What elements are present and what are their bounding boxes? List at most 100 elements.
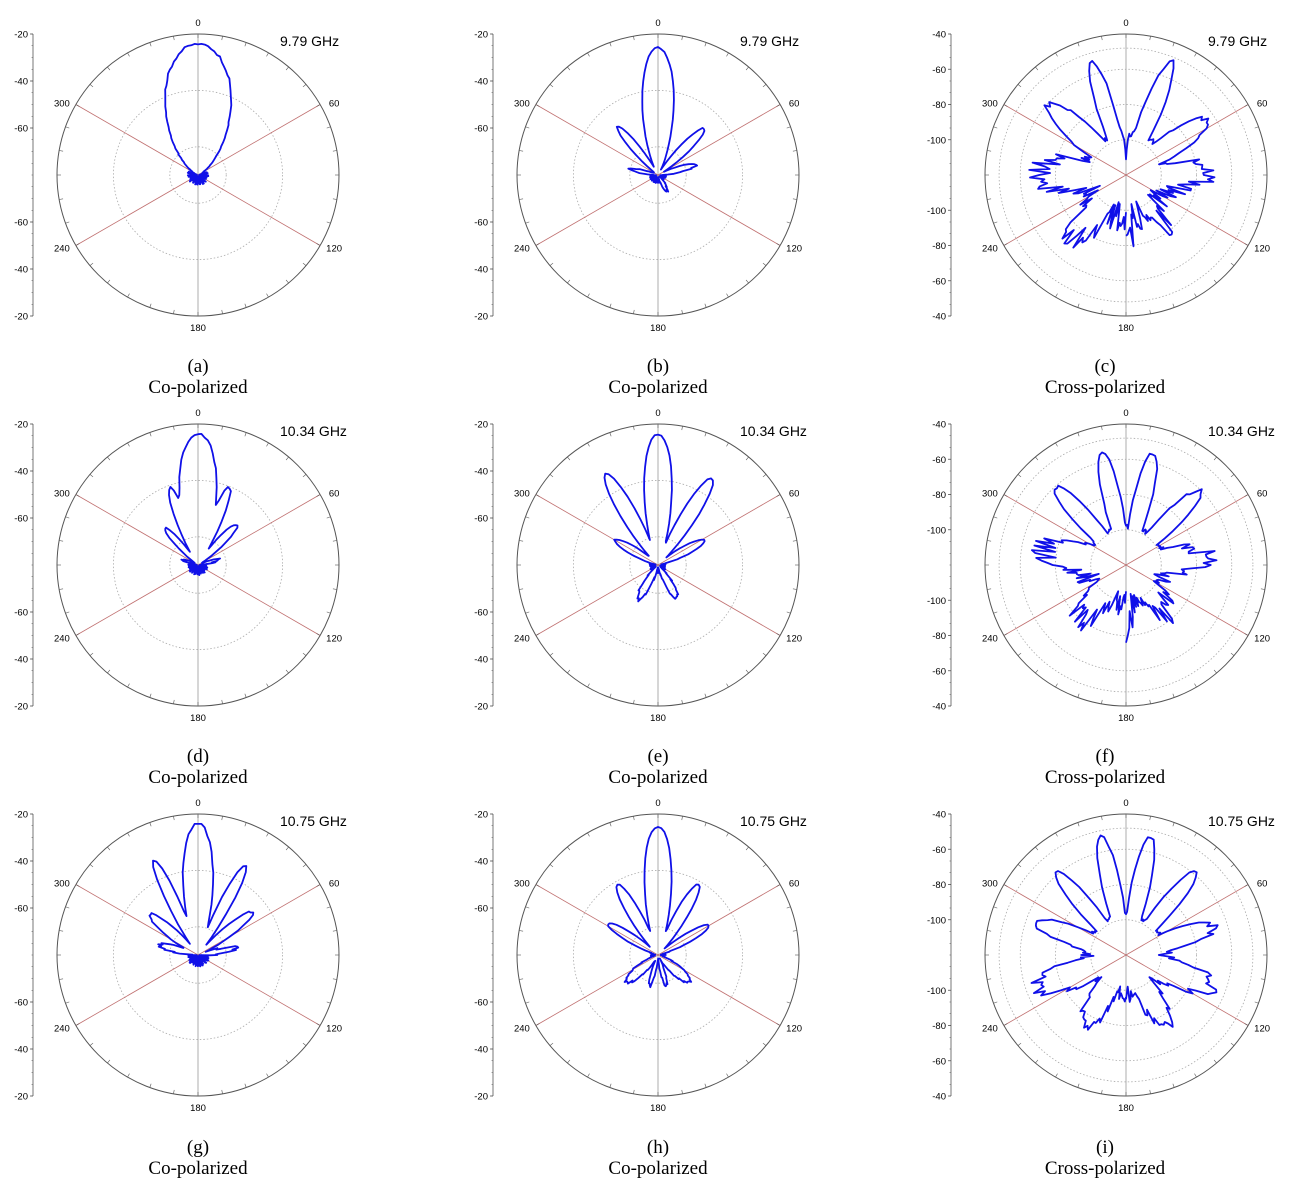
polar-angle-tick [1172,822,1175,827]
polar-angle-tick [681,426,683,431]
polar-angle-tick [587,683,590,688]
polar-angle-tick [1194,52,1197,57]
polar-angle-tick [326,126,331,129]
polar-angle-tick [1055,832,1058,837]
angle-label-240: 240 [54,634,70,645]
polar-spoke [1003,564,1127,636]
polar-angle-tick [792,588,797,590]
polar-angle-tick [326,906,331,909]
angle-label-120: 120 [1254,634,1270,645]
polar-angle-tick [316,884,321,887]
polar-angle-tick [332,930,337,932]
angle-label-0: 0 [195,408,200,419]
angle-label-0: 0 [1123,408,1128,419]
polar-angle-tick [1017,864,1022,868]
polar-angle-tick [302,652,307,656]
angle-label-240: 240 [514,1024,530,1035]
polar-angle-tick [681,309,683,314]
polar-angle-tick [535,884,540,887]
pattern-trace [1031,451,1218,643]
angle-label-120: 120 [326,1024,342,1035]
polar-angle-tick [1254,906,1259,909]
radial-scale-label: -40 [474,1045,488,1056]
angle-label-180: 180 [650,713,666,724]
radial-scale-label: -60 [14,904,28,915]
polar-angle-tick [1260,198,1265,200]
polar-angle-tick [65,126,70,129]
polar-angle-tick [127,442,130,447]
polar-angle-tick [1172,303,1175,308]
polar-angle-tick [519,150,524,152]
caption-letter: (i) [1096,1137,1114,1158]
polar-angle-tick [1035,279,1039,284]
polar-angle-tick [1194,293,1197,298]
polar-angle-tick [792,540,797,542]
pattern-trace [148,823,255,968]
polar-angle-tick [1149,816,1151,821]
caption-letter: (g) [186,1137,210,1158]
polar-grid-ring [998,827,1254,1083]
angle-label-120: 120 [1254,1024,1270,1035]
angle-label-120: 120 [786,1024,802,1035]
angle-label-180: 180 [650,1103,666,1114]
caption-f: (f) Cross-polarized [955,746,1255,788]
radial-scale-label: -60 [14,124,28,135]
polar-angle-tick [1101,36,1103,41]
polar-angle-tick [107,456,111,461]
polar-angle-tick [786,611,791,614]
polar-angle-tick [89,1042,94,1046]
polar-angle-tick [59,540,64,542]
polar-angle-tick [266,832,269,837]
pattern-trace [1030,834,1219,1031]
polar-angle-tick [149,303,152,308]
polar-angle-tick [1254,221,1259,224]
polar-angle-tick [993,1001,998,1004]
polar-angle-tick [1003,243,1008,246]
angle-label-180: 180 [190,713,206,724]
polar-angle-tick [1213,66,1217,71]
radial-scale-label: -100 [927,596,946,607]
polar-angle-tick [1172,1083,1175,1088]
polar-angle-tick [726,442,729,447]
polar-angle-tick [1003,494,1008,497]
polar-angle-tick [633,1089,635,1094]
frequency-label: 9.79 GHz [1208,33,1267,49]
polar-angle-tick [75,104,80,107]
polar-angle-tick [59,588,64,590]
polar-angle-tick [326,611,331,614]
polar-angle-tick [519,198,524,200]
polar-angle-tick [1254,611,1259,614]
polar-angle-tick [987,150,992,152]
polar-angle-tick [609,432,612,437]
polar-spoke [535,494,659,566]
polar-plot-i: 0 60 120 180 240 300 10.75 GHz -40 -60 -80 -100 -10… [927,798,1275,1114]
angle-label-0: 0 [195,18,200,29]
angle-label-240: 240 [982,634,998,645]
caption-letter: (d) [186,746,210,767]
polar-angle-tick [525,516,530,519]
polar-angle-tick [525,221,530,224]
polar-spoke [535,564,659,636]
polar-plot-e: 0 60 120 180 240 300 10.34 GHz -20 -40 -60 -60 -40 -… [474,408,807,724]
polar-grid-ring [113,90,283,260]
polar-angle-tick [549,474,554,478]
polar-angle-tick [993,906,998,909]
polar-angle-tick [587,832,590,837]
polar-angle-tick [609,693,612,698]
polar-angle-tick [1101,699,1103,704]
frequency-label: 10.34 GHz [1208,423,1275,439]
frequency-label: 9.79 GHz [740,33,799,49]
radial-scale-label: -60 [932,276,946,287]
polar-spoke [535,954,659,1026]
caption-b: (b) Co-polarized [508,356,808,398]
polar-angle-tick [1194,1073,1197,1078]
polar-angle-tick [244,303,247,308]
polar-angle-tick [549,864,554,868]
polar-angle-tick [786,1001,791,1004]
polar-angle-tick [519,930,524,932]
polar-angle-tick [519,540,524,542]
radial-scale-label: -20 [474,420,488,431]
polar-angle-tick [786,516,791,519]
polar-angle-tick [1003,104,1008,107]
angle-label-0: 0 [655,18,660,29]
